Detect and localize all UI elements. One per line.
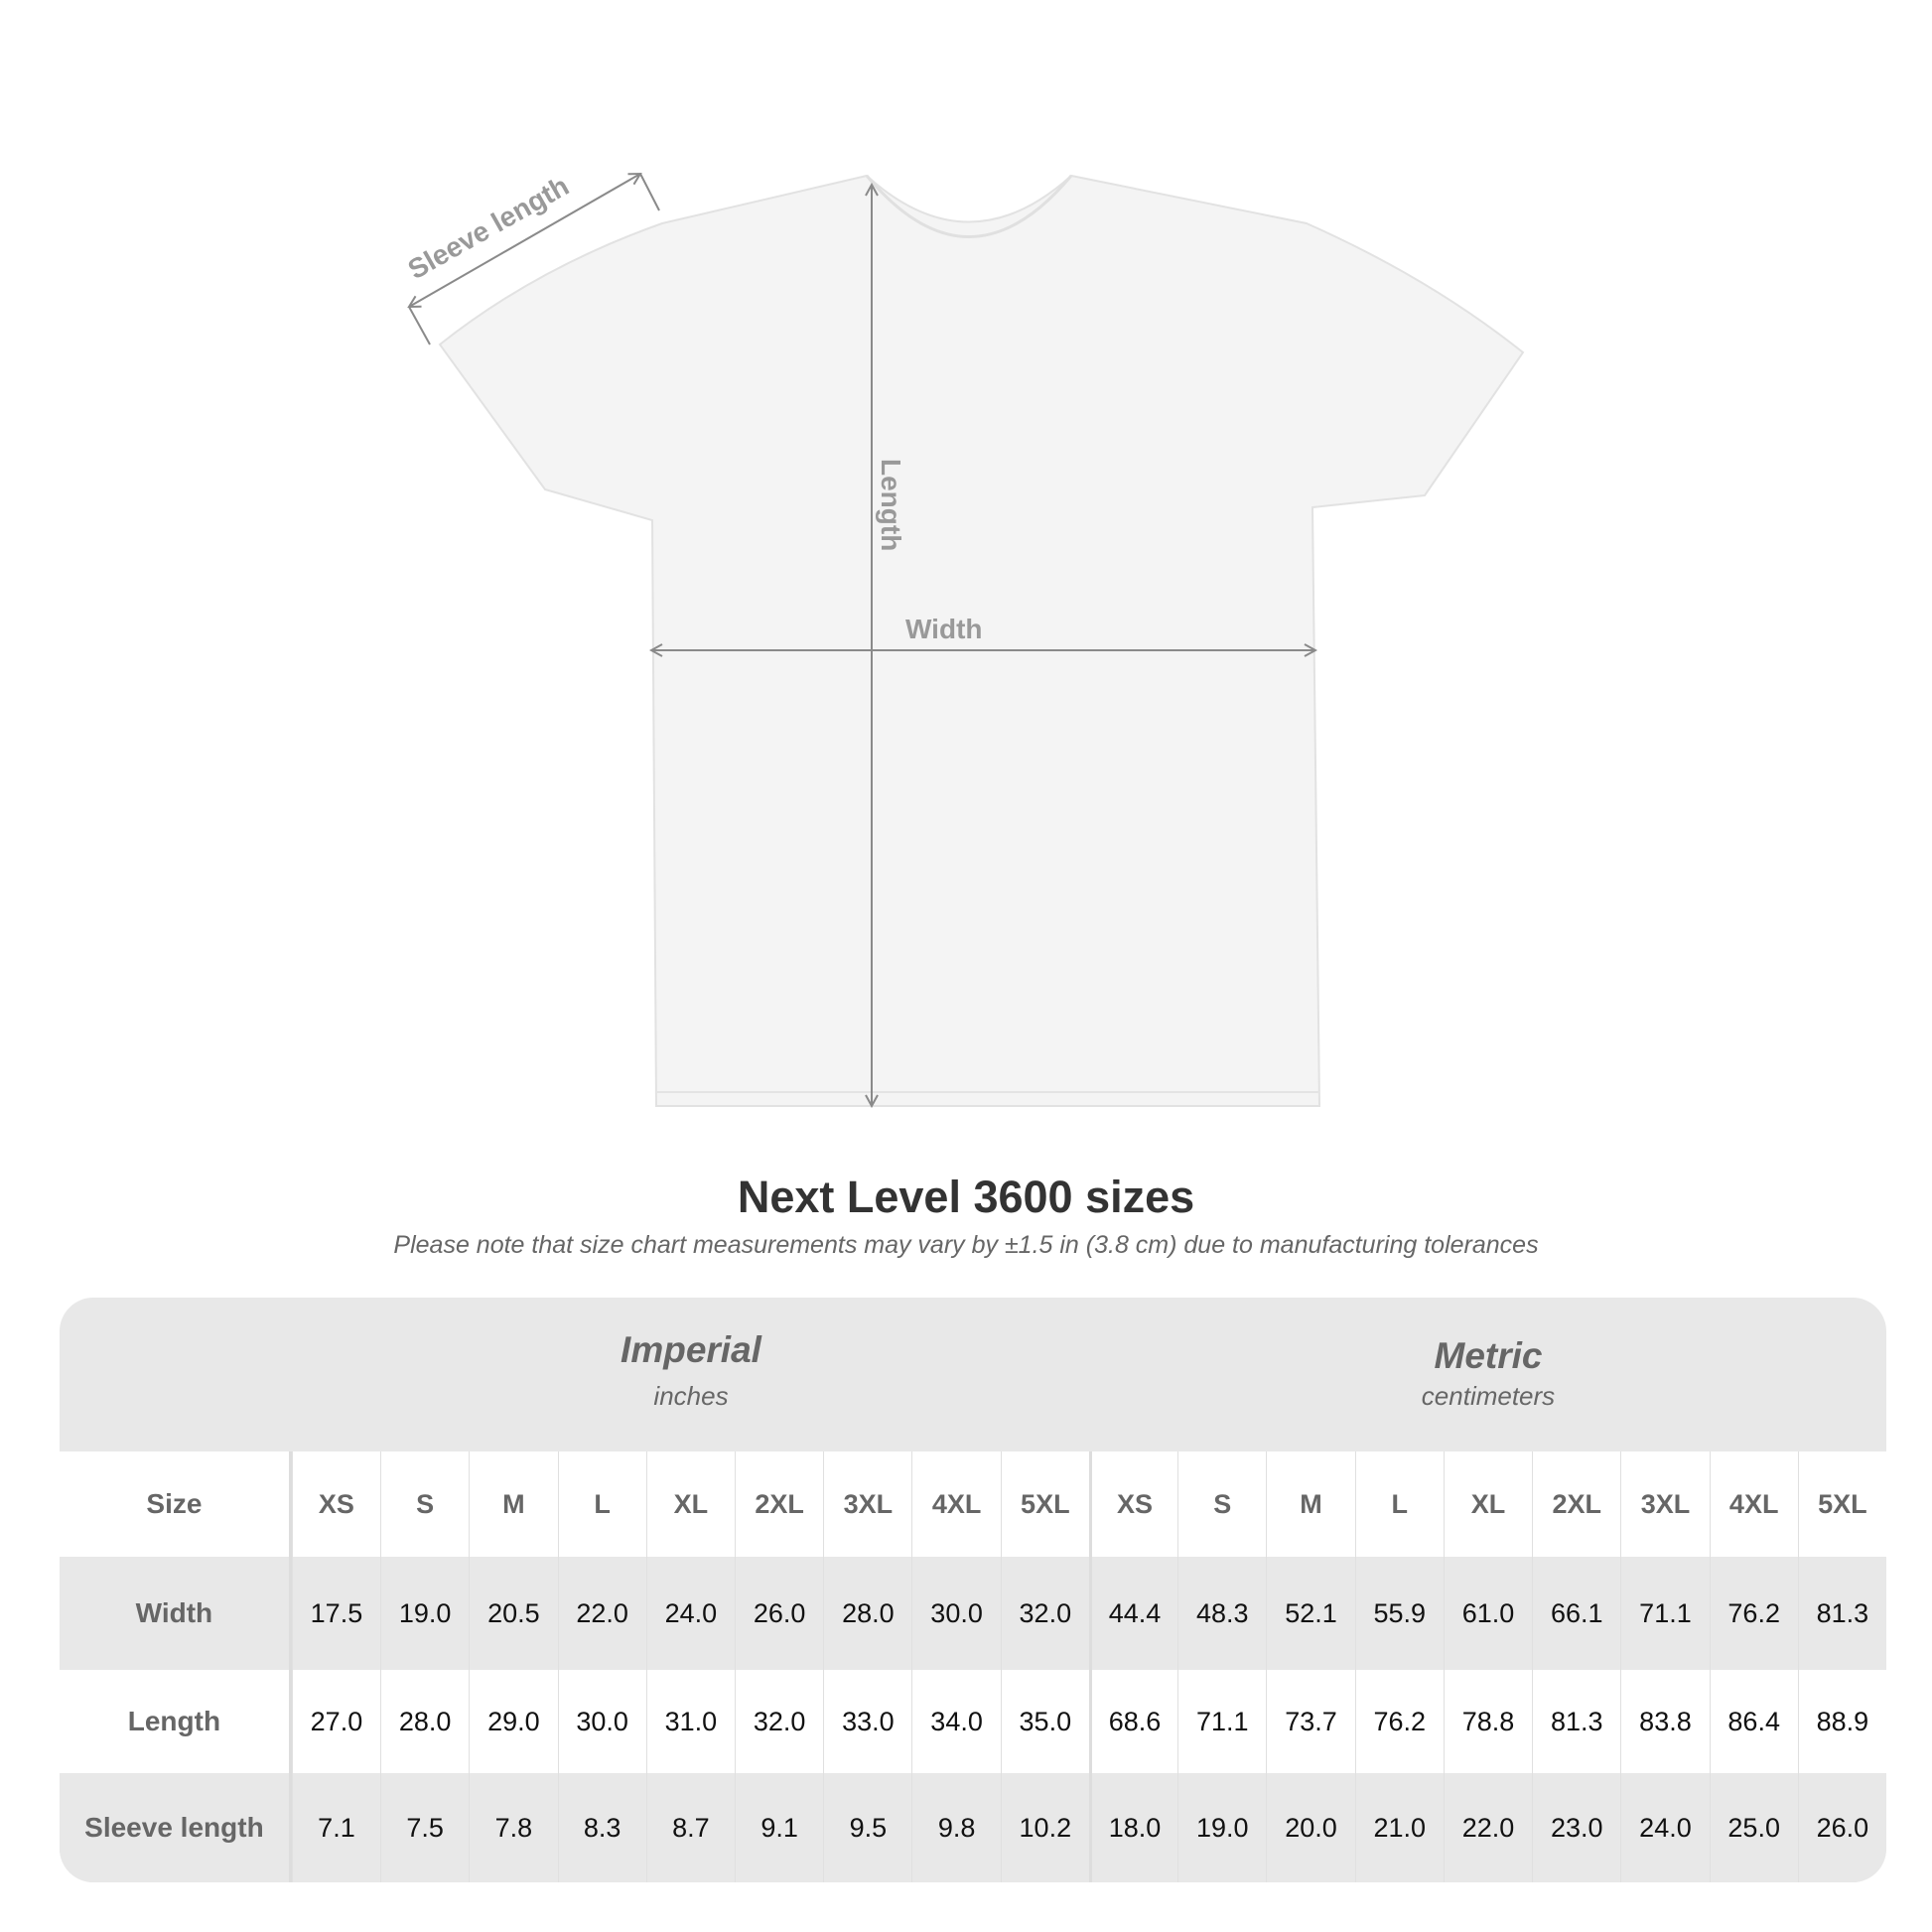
imperial-cell: 24.0 xyxy=(645,1557,735,1670)
metric-cell: 24.0 xyxy=(1620,1773,1709,1882)
imperial-cell: 5XL xyxy=(1000,1451,1089,1557)
imperial-cell: 28.0 xyxy=(380,1670,469,1773)
metric-cell: 22.0 xyxy=(1443,1773,1532,1882)
metric-cell: 55.9 xyxy=(1354,1557,1444,1670)
metric-cell: 71.1 xyxy=(1177,1670,1266,1773)
imperial-cell: L xyxy=(557,1451,646,1557)
imperial-cell: 22.0 xyxy=(557,1557,646,1670)
metric-cell: 78.8 xyxy=(1443,1670,1532,1773)
imperial-cell: S xyxy=(380,1451,469,1557)
imperial-title: Imperial xyxy=(621,1329,761,1370)
imperial-cell: 34.0 xyxy=(911,1670,1000,1773)
imperial-cell: 7.8 xyxy=(469,1773,557,1882)
imperial-cell: 35.0 xyxy=(1000,1670,1089,1773)
tolerance-note: Please note that size chart measurements… xyxy=(393,1231,1539,1259)
metric-cell: XL xyxy=(1443,1451,1532,1557)
metric-cell: 44.4 xyxy=(1088,1557,1177,1670)
imperial-cell: 2XL xyxy=(735,1451,823,1557)
imperial-cell: 19.0 xyxy=(380,1557,469,1670)
row-label: Size xyxy=(60,1451,292,1557)
imperial-cell: 29.0 xyxy=(469,1670,557,1773)
metric-cell: 23.0 xyxy=(1532,1773,1620,1882)
imperial-cell: 28.0 xyxy=(823,1557,911,1670)
tshirt-diagram: Sleeve length Length Width xyxy=(403,170,1525,1152)
imperial-cell: 9.1 xyxy=(735,1773,823,1882)
metric-cell: 19.0 xyxy=(1177,1773,1266,1882)
metric-cell: S xyxy=(1177,1451,1266,1557)
metric-cell: 86.4 xyxy=(1709,1670,1798,1773)
width-label: Width xyxy=(905,614,983,644)
metric-cell: 20.0 xyxy=(1266,1773,1354,1882)
metric-title: Metric xyxy=(1434,1335,1543,1376)
imperial-cell: 8.3 xyxy=(557,1773,646,1882)
row-label: Sleeve length xyxy=(60,1773,292,1882)
metric-cell: 76.2 xyxy=(1709,1557,1798,1670)
imperial-cell: 7.5 xyxy=(380,1773,469,1882)
metric-cell: 21.0 xyxy=(1354,1773,1444,1882)
metric-cell: 81.3 xyxy=(1797,1557,1886,1670)
metric-cell: 71.1 xyxy=(1620,1557,1709,1670)
imperial-cell: 17.5 xyxy=(291,1557,380,1670)
metric-cell: L xyxy=(1354,1451,1444,1557)
length-row: Length 27.0 28.0 29.0 30.0 31.0 32.0 33.0 34.0 35… xyxy=(60,1670,1886,1773)
page-title: Next Level 3600 sizes xyxy=(737,1172,1195,1222)
imperial-cell: 32.0 xyxy=(735,1670,823,1773)
metric-cell: 73.7 xyxy=(1266,1670,1354,1773)
imperial-cell: 10.2 xyxy=(1000,1773,1089,1882)
metric-cell: 88.9 xyxy=(1797,1670,1886,1773)
metric-cell: 61.0 xyxy=(1443,1557,1532,1670)
imperial-cell: 32.0 xyxy=(1000,1557,1089,1670)
imperial-cell: 30.0 xyxy=(911,1557,1000,1670)
imperial-cell: 26.0 xyxy=(735,1557,823,1670)
sleeve-arrow xyxy=(409,174,640,307)
metric-cell: 5XL xyxy=(1797,1451,1886,1557)
sleeve-length-row: Sleeve length 7.1 7.5 7.8 8.3 8.7 9.1 9.5 9.8 10.… xyxy=(60,1773,1886,1882)
metric-cell: 52.1 xyxy=(1266,1557,1354,1670)
metric-cell: 26.0 xyxy=(1797,1773,1886,1882)
imperial-cell: M xyxy=(469,1451,557,1557)
row-label: Length xyxy=(60,1670,292,1773)
row-label: Width xyxy=(60,1557,292,1670)
metric-cell: 76.2 xyxy=(1354,1670,1444,1773)
imperial-cell: 20.5 xyxy=(469,1557,557,1670)
metric-cell: 25.0 xyxy=(1709,1773,1798,1882)
imperial-cell: 9.8 xyxy=(911,1773,1000,1882)
imperial-cell: 33.0 xyxy=(823,1670,911,1773)
imperial-cell: XL xyxy=(645,1451,735,1557)
metric-cell: 4XL xyxy=(1709,1451,1798,1557)
imperial-unit: inches xyxy=(653,1381,729,1411)
imperial-cell: 4XL xyxy=(911,1451,1000,1557)
size-row: Size XS S M L XL 2XL 3XL 4XL 5XL XS S M L XL 2XL 3XL 4XL 5… xyxy=(60,1451,1886,1557)
metric-cell: 18.0 xyxy=(1088,1773,1177,1882)
imperial-cell: 7.1 xyxy=(291,1773,380,1882)
metric-cell: 3XL xyxy=(1620,1451,1709,1557)
metric-cell: M xyxy=(1266,1451,1354,1557)
imperial-cell: 31.0 xyxy=(645,1670,735,1773)
imperial-cell: 30.0 xyxy=(557,1670,646,1773)
imperial-header: Imperial inches xyxy=(292,1329,1090,1483)
imperial-cell: 9.5 xyxy=(823,1773,911,1882)
imperial-cell: 3XL xyxy=(823,1451,911,1557)
metric-header: Metric centimeters xyxy=(1090,1335,1886,1489)
imperial-cell: 27.0 xyxy=(291,1670,380,1773)
width-row: Width 17.5 19.0 20.5 22.0 24.0 26.0 28.0 30.0 32.… xyxy=(60,1557,1886,1670)
metric-cell: 48.3 xyxy=(1177,1557,1266,1670)
imperial-cell: 8.7 xyxy=(645,1773,735,1882)
size-table: Imperial inches Metric centimeters Size X… xyxy=(60,1298,1886,1882)
imperial-cell: XS xyxy=(291,1451,380,1557)
metric-cell: 66.1 xyxy=(1532,1557,1620,1670)
metric-cell: 83.8 xyxy=(1620,1670,1709,1773)
metric-cell: 68.6 xyxy=(1088,1670,1177,1773)
metric-cell: XS xyxy=(1088,1451,1177,1557)
length-label: Length xyxy=(876,459,906,551)
metric-cell: 2XL xyxy=(1532,1451,1620,1557)
metric-cell: 81.3 xyxy=(1532,1670,1620,1773)
metric-unit: centimeters xyxy=(1421,1381,1556,1411)
